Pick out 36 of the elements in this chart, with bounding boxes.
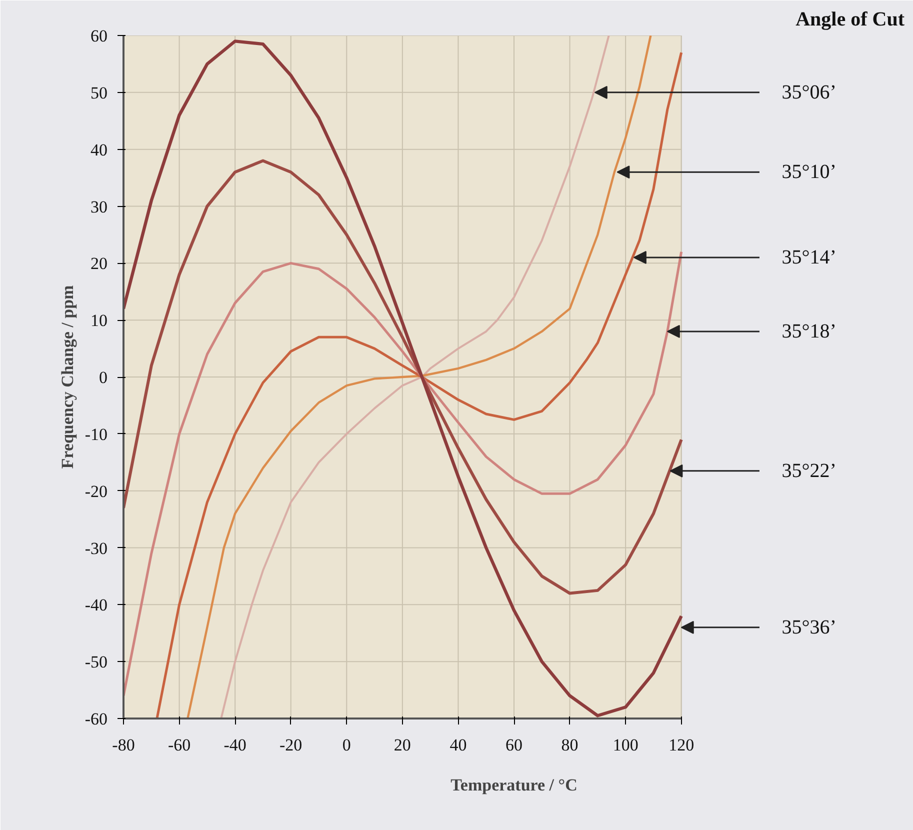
y-tick-label: 60: [90, 26, 108, 46]
y-tick-label: -30: [84, 538, 108, 558]
x-tick-label: 0: [342, 736, 351, 754]
y-axis-title: Frequency Change / ppm: [58, 285, 77, 469]
line-series: [124, 250, 683, 697]
annotation: 35°18’: [782, 320, 836, 342]
line-series: [124, 159, 683, 595]
x-tick-label: -60: [168, 736, 191, 754]
y-tick-label: -60: [84, 710, 108, 728]
annotation: 35°14’: [782, 246, 836, 268]
x-axis-title: Temperature / °C: [450, 776, 578, 794]
y-tick-label: 50: [90, 83, 108, 102]
y-tick-label: -10: [84, 424, 108, 444]
x-tick-label: 40: [450, 736, 467, 754]
annotation: 35°22’: [782, 460, 836, 482]
annotation: 35°36’: [782, 616, 836, 638]
y-tick-label: -50: [84, 652, 108, 672]
x-tick-label: 120: [668, 736, 694, 754]
y-tick-label: -40: [84, 596, 108, 615]
x-tick-label: 80: [561, 736, 578, 754]
x-tick-label: -20: [280, 736, 302, 754]
y-tick-label: 10: [90, 311, 108, 330]
y-tick-label: 40: [90, 140, 108, 160]
legend-title: Angle of Cut: [796, 8, 905, 30]
y-tick-label: -20: [84, 482, 108, 501]
x-tick-label: 100: [612, 736, 638, 754]
y-tick-label: 0: [99, 368, 108, 387]
y-tick-label: 20: [90, 254, 108, 274]
x-tick-label: -80: [112, 736, 135, 754]
annotation: 35°10’: [782, 161, 836, 184]
y-tick-label: 30: [90, 197, 108, 216]
x-tick-label: 20: [394, 736, 411, 754]
line-series: [220, 36, 610, 718]
annotation: 35°06’: [782, 81, 836, 104]
x-tick-label: 60: [506, 736, 522, 754]
x-tick-label: -40: [224, 736, 246, 754]
